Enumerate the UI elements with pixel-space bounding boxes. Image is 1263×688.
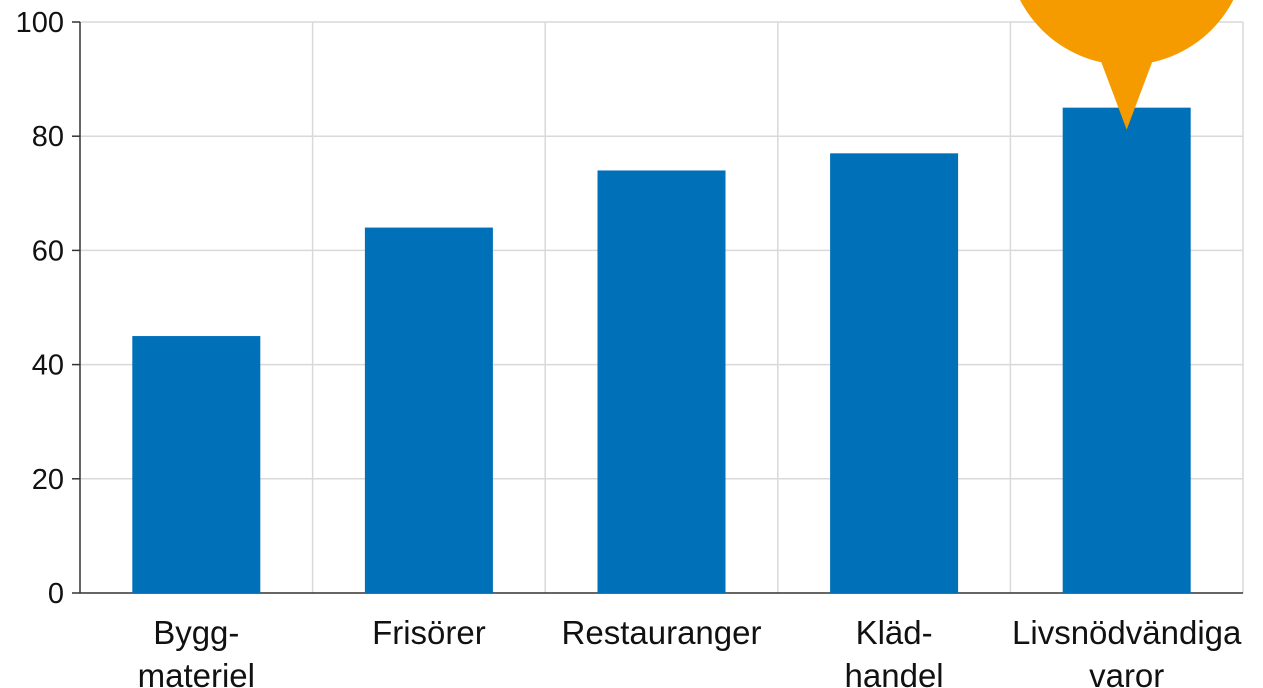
x-category-label: varor: [1089, 657, 1164, 688]
x-category-label: Kläd-: [856, 614, 933, 651]
y-tick-label: 60: [32, 235, 64, 267]
callout-pointer: [1096, 50, 1157, 130]
y-tick-label: 100: [16, 7, 64, 39]
bar: [132, 336, 261, 593]
y-tick-label: 0: [48, 578, 64, 610]
y-tick-label: 40: [32, 350, 64, 382]
bar: [597, 170, 726, 593]
x-category-label: Restauranger: [562, 614, 762, 651]
y-tick-label: 20: [32, 464, 64, 496]
x-category-label: Livsnödvändiga: [1012, 614, 1242, 651]
bars: [132, 107, 1191, 594]
callout-circle: [1020, 0, 1234, 65]
x-category-label: handel: [845, 657, 944, 688]
y-tick-label: 80: [32, 121, 64, 153]
callout-marker: [1020, 0, 1234, 130]
bar: [830, 153, 959, 593]
x-category-label: materiel: [138, 657, 255, 688]
x-category-label: Frisörer: [372, 614, 486, 651]
x-category-label: Bygg-: [153, 614, 239, 651]
bar: [364, 227, 493, 593]
bar: [1062, 107, 1191, 594]
y-axis-ticks: 0 20 40 60 80 100: [16, 7, 64, 610]
x-axis-labels: Bygg-materiel Frisörer Restauranger Kläd-ha…: [138, 614, 1242, 688]
